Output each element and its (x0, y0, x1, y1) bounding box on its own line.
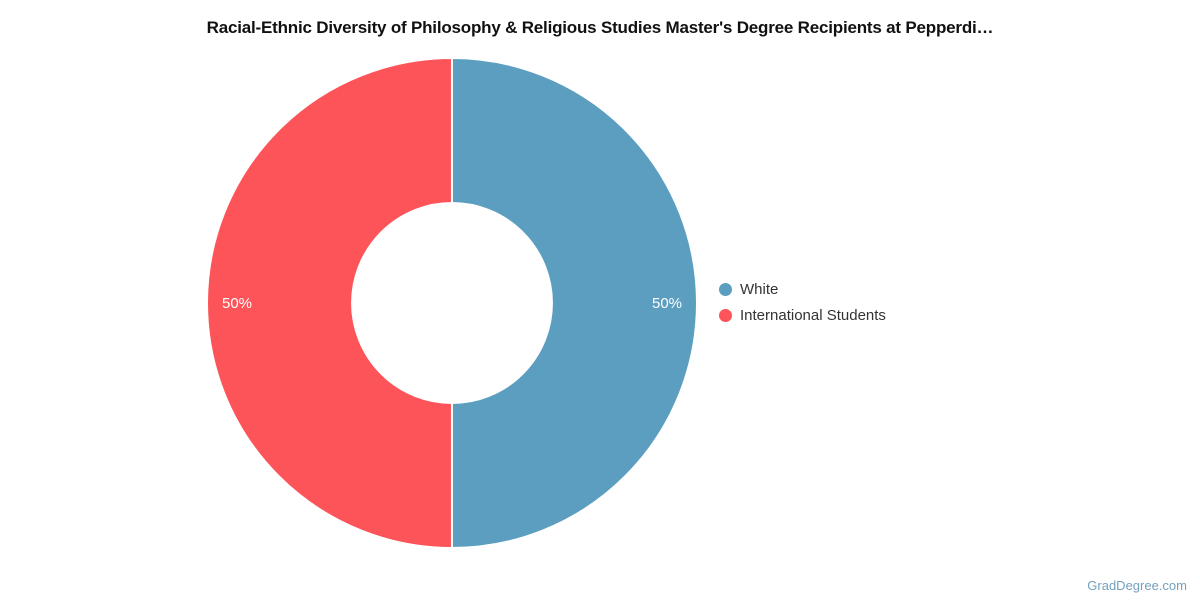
slice-label: 50% (222, 295, 252, 312)
chart-title: Racial-Ethnic Diversity of Philosophy & … (206, 18, 994, 37)
legend: White International Students (719, 281, 886, 333)
legend-marker-international-students-icon (719, 309, 732, 322)
legend-item-international-students[interactable]: International Students (719, 307, 886, 324)
watermark-link[interactable]: GradDegree.com (1087, 578, 1187, 593)
legend-item-white[interactable]: White (719, 281, 886, 298)
legend-label-international-students: International Students (740, 307, 886, 324)
legend-marker-white-icon (719, 283, 732, 296)
slice-international-students[interactable] (206, 56, 453, 550)
slice-label: 50% (652, 295, 682, 312)
legend-label-white: White (740, 281, 779, 298)
slice-white[interactable] (451, 56, 698, 550)
